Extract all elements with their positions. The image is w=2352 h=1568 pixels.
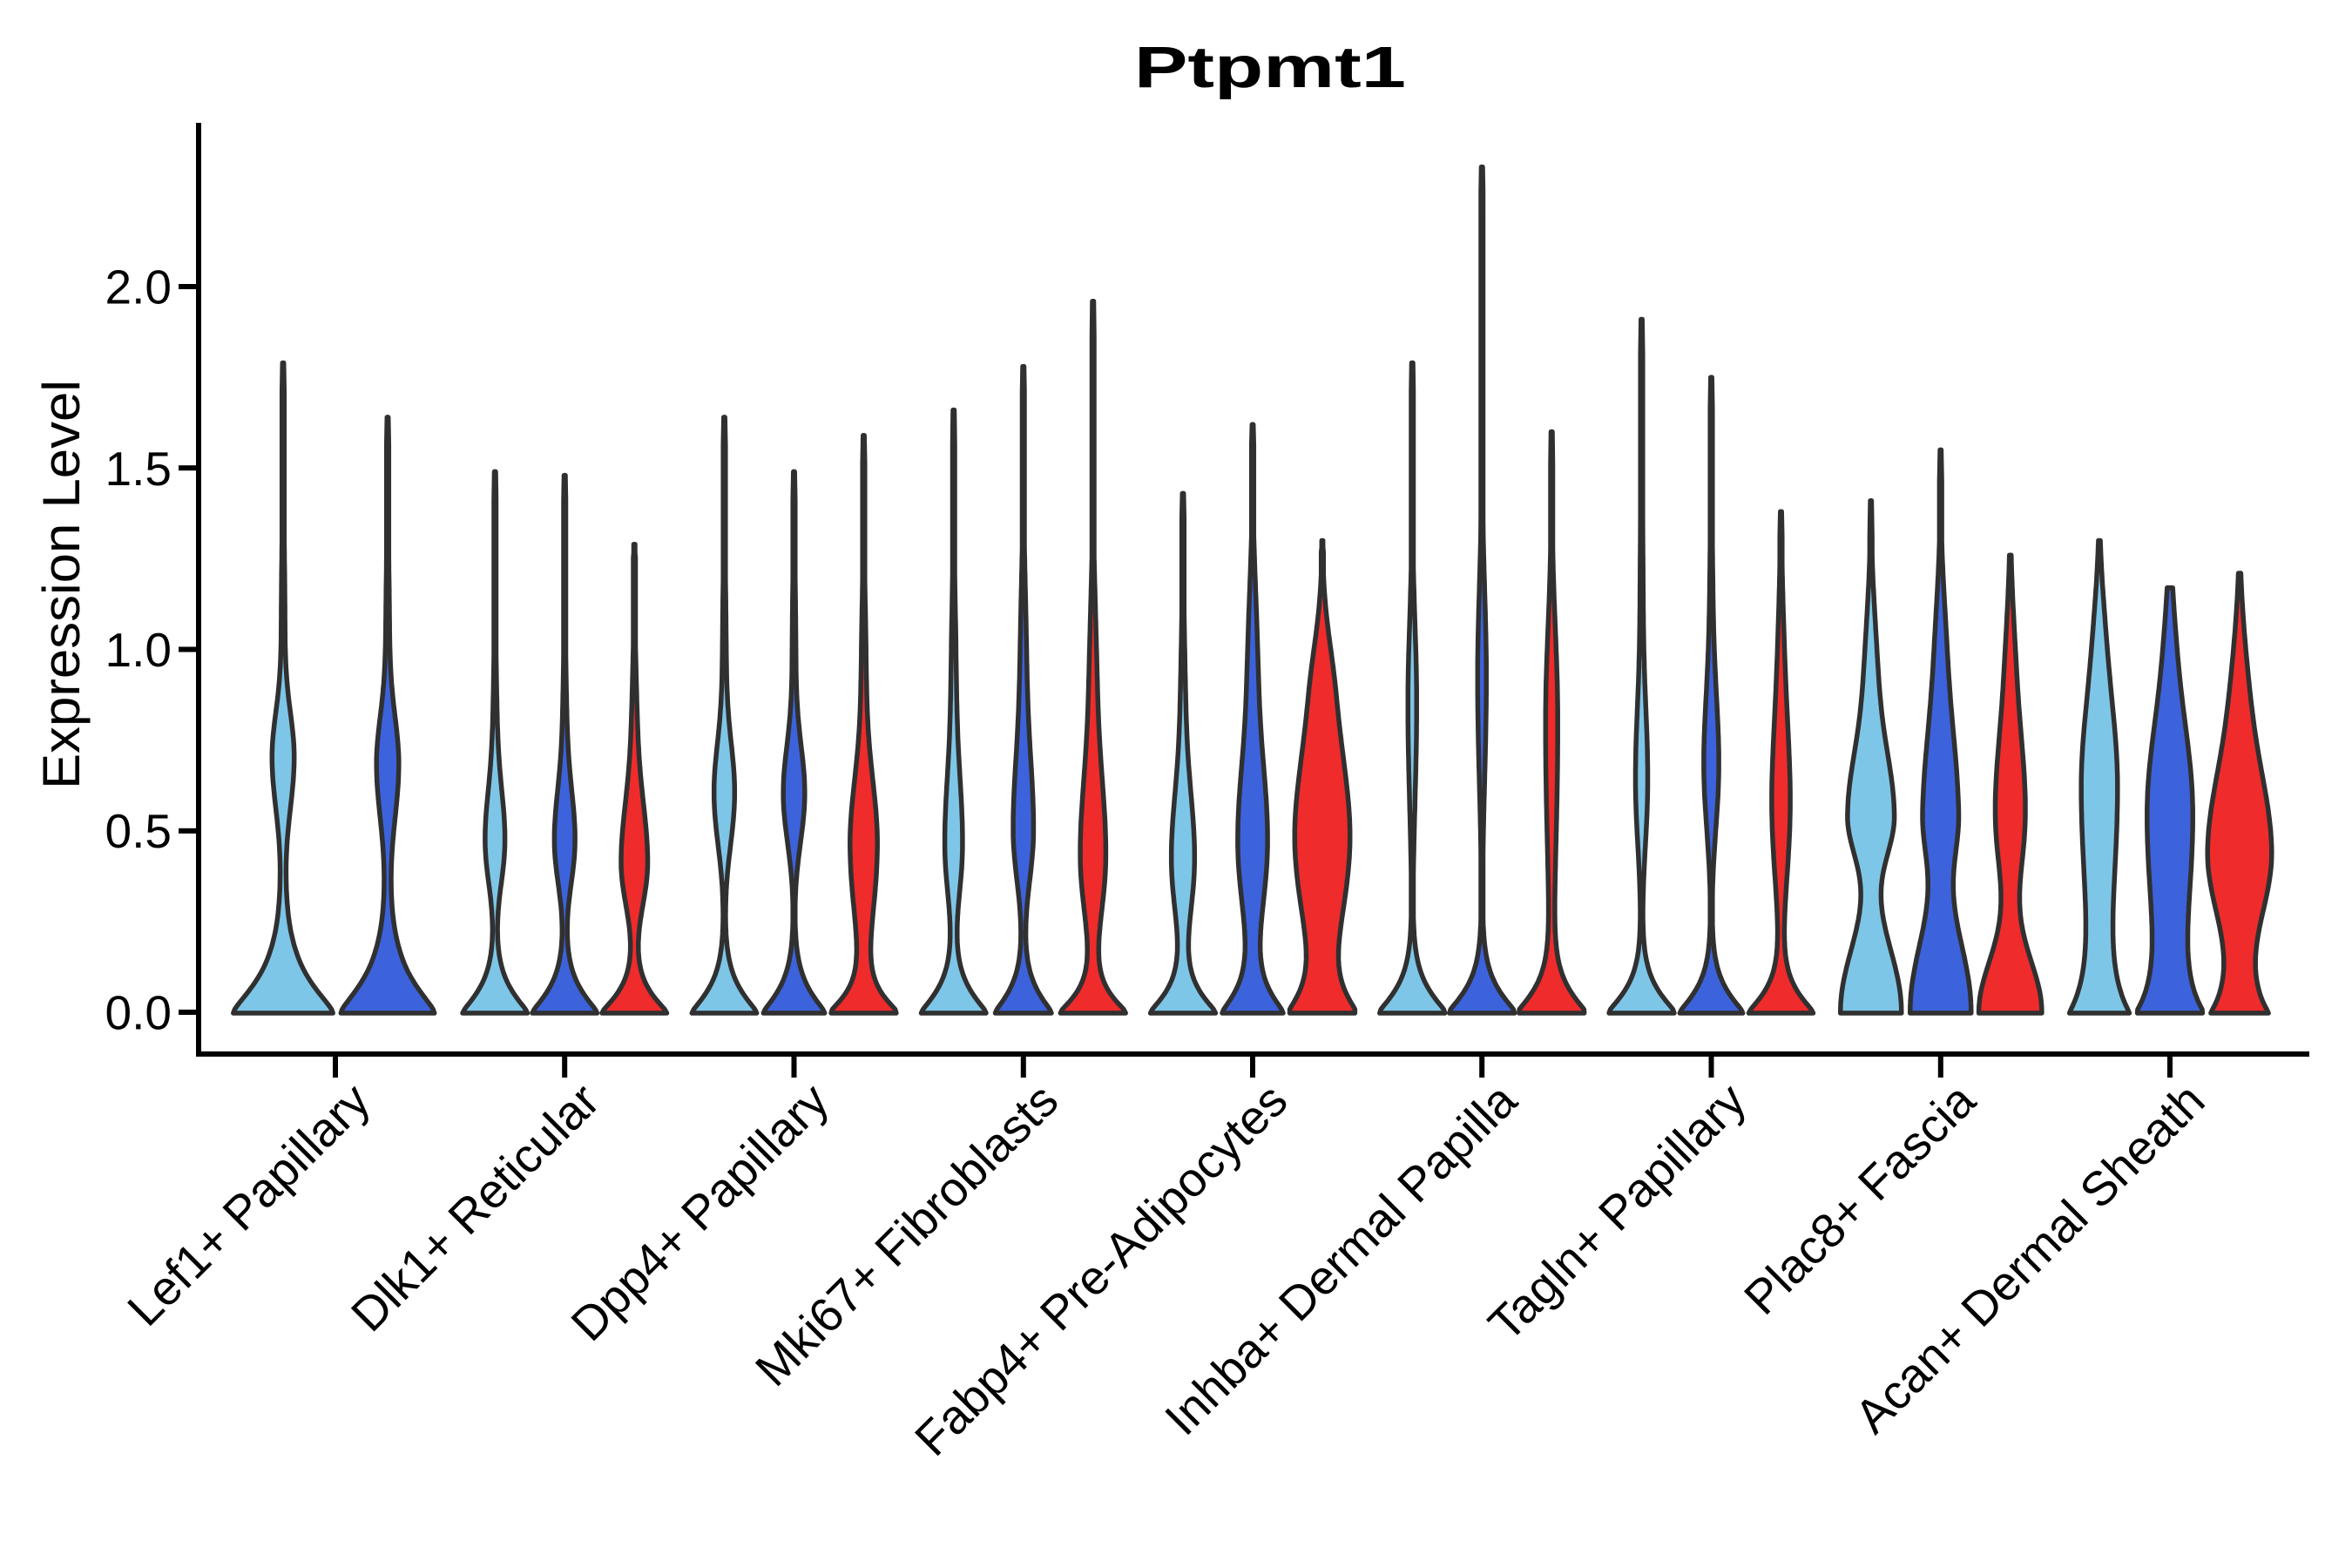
svg-text:Ptpmt1: Ptpmt1 <box>1134 35 1406 100</box>
svg-text:Expression Level: Expression Level <box>32 380 91 789</box>
svg-text:1.0: 1.0 <box>105 623 172 677</box>
svg-text:0.0: 0.0 <box>105 986 172 1040</box>
svg-text:1.5: 1.5 <box>105 442 172 496</box>
svg-text:2.0: 2.0 <box>105 260 172 314</box>
svg-text:0.5: 0.5 <box>105 804 172 858</box>
